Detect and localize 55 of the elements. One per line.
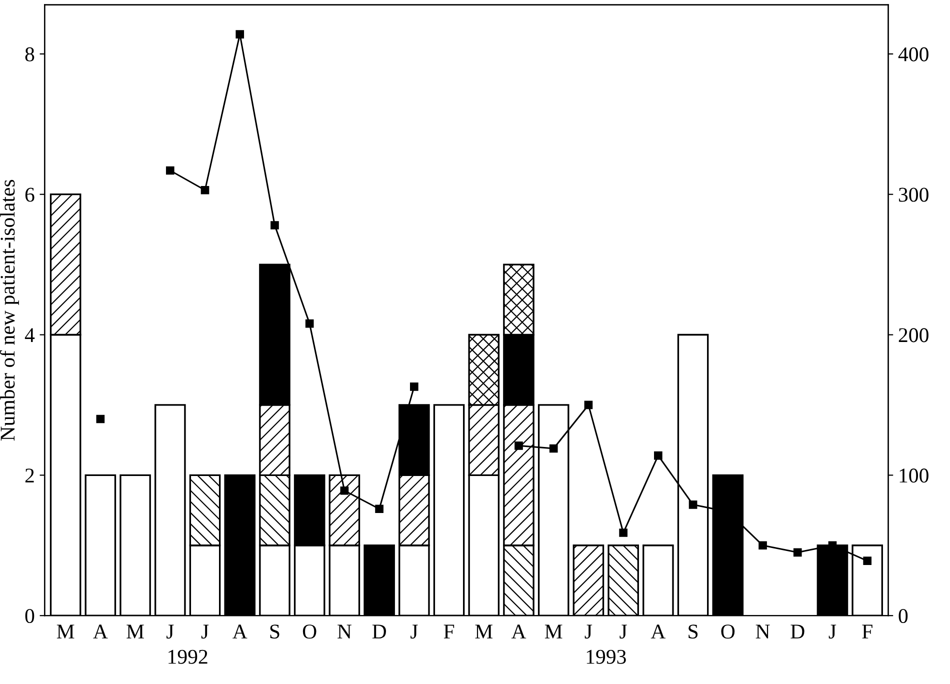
x-tick-label: S — [270, 624, 280, 639]
x-tick-label: A — [511, 624, 526, 638]
x-tick-label: J — [828, 624, 836, 639]
y2-tick-label: 200 — [898, 328, 928, 342]
point — [410, 382, 418, 391]
x-tick-label: M — [475, 624, 493, 638]
y-tick-label: 8 — [25, 47, 34, 62]
point — [236, 30, 244, 38]
x-tick-label: F — [862, 624, 872, 638]
y-tick-label: 4 — [24, 328, 35, 342]
x-tick-label: J — [201, 624, 209, 639]
x-tick-label: O — [302, 624, 316, 639]
x-tick-label: N — [756, 624, 770, 638]
x-tick-label: F — [444, 624, 454, 638]
x-tick-label: A — [232, 624, 248, 638]
x-tick-label: A — [93, 624, 108, 638]
x-tick-label: M — [126, 624, 144, 638]
point — [166, 166, 174, 175]
x-tick-label: M — [544, 624, 562, 638]
x-tick-label: O — [721, 624, 735, 639]
y-tick-label: 2 — [25, 468, 34, 482]
y-tick-label: 0 — [25, 608, 34, 624]
y2-tick-label: 400 — [898, 47, 928, 62]
point — [270, 221, 279, 230]
point — [549, 444, 558, 453]
x-tick-label: J — [620, 624, 627, 639]
point — [688, 500, 698, 509]
point — [619, 528, 628, 537]
point — [793, 548, 802, 557]
x-tick-label: J — [166, 624, 174, 639]
point — [863, 556, 872, 566]
point — [375, 504, 384, 514]
y-tick-label: 6 — [25, 188, 34, 202]
text: 1993 — [586, 650, 626, 664]
y2-tick-label: 300 — [898, 188, 928, 202]
text: 1992 — [168, 650, 208, 664]
y2-tick-label: 0 — [898, 608, 908, 624]
y-axis-title: Number of new patient-isolates — [0, 180, 19, 441]
point — [340, 486, 349, 495]
point — [584, 400, 593, 410]
x-tick-label: D — [790, 624, 804, 638]
x-tick-label: J — [410, 624, 418, 639]
x-tick-label: M — [56, 624, 74, 638]
x-tick-label: D — [372, 624, 386, 638]
x-tick-label: J — [584, 624, 592, 639]
x-tick-label: S — [688, 624, 698, 639]
x-tick-label: A — [650, 624, 666, 638]
point — [514, 442, 523, 450]
point — [200, 186, 210, 194]
x-tick-label: N — [338, 624, 352, 638]
point — [96, 414, 105, 424]
point — [654, 451, 662, 460]
point — [758, 541, 767, 550]
y2-tick-label: 100 — [900, 468, 928, 483]
point — [305, 319, 314, 328]
